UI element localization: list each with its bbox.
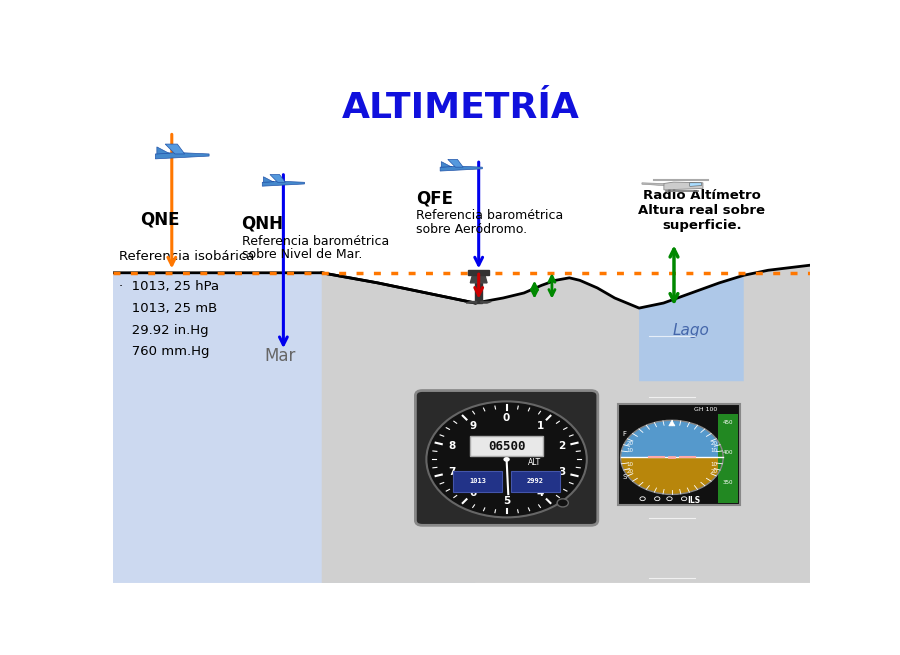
- Text: GH 100: GH 100: [695, 407, 717, 413]
- Polygon shape: [669, 421, 675, 426]
- Polygon shape: [166, 144, 184, 154]
- Circle shape: [503, 457, 509, 462]
- Text: Referencia isobárica: Referencia isobárica: [120, 250, 255, 263]
- Polygon shape: [156, 153, 209, 159]
- Text: 3: 3: [558, 467, 565, 477]
- Text: 8: 8: [448, 441, 455, 451]
- Polygon shape: [471, 275, 487, 283]
- Polygon shape: [157, 147, 170, 154]
- Polygon shape: [441, 162, 452, 167]
- Polygon shape: [664, 182, 703, 190]
- Text: 4: 4: [536, 488, 544, 498]
- Text: 2: 2: [558, 441, 565, 451]
- Text: Radio Altímetro: Radio Altímetro: [643, 189, 760, 202]
- Text: sobre Nivel de Mar.: sobre Nivel de Mar.: [241, 248, 362, 261]
- Text: 10: 10: [710, 462, 717, 467]
- Text: 760 mm.Hg: 760 mm.Hg: [120, 345, 210, 358]
- Polygon shape: [481, 301, 491, 303]
- Text: Mar: Mar: [265, 347, 295, 365]
- Text: 10: 10: [626, 448, 634, 453]
- Text: ILS: ILS: [688, 496, 700, 505]
- Text: 20: 20: [710, 469, 717, 474]
- Text: 06500: 06500: [488, 440, 526, 453]
- FancyBboxPatch shape: [454, 471, 502, 492]
- Text: ALTIMETRÍA: ALTIMETRÍA: [342, 91, 580, 125]
- Text: 20: 20: [626, 469, 634, 474]
- Text: Lago: Lago: [673, 324, 710, 338]
- Polygon shape: [642, 183, 664, 185]
- Text: Referencia barométrica: Referencia barométrica: [416, 210, 563, 222]
- FancyBboxPatch shape: [511, 471, 560, 492]
- Circle shape: [427, 402, 587, 517]
- Text: sobre Aeródromo.: sobre Aeródromo.: [416, 223, 527, 236]
- Text: 6: 6: [469, 488, 476, 498]
- Text: 20: 20: [626, 441, 634, 446]
- Polygon shape: [639, 275, 743, 381]
- Text: Referencia barométrica: Referencia barométrica: [241, 234, 389, 248]
- Polygon shape: [270, 174, 285, 182]
- Text: superficie.: superficie.: [662, 219, 742, 233]
- Text: 20: 20: [710, 441, 717, 446]
- Wedge shape: [621, 457, 724, 495]
- Polygon shape: [112, 272, 475, 583]
- Polygon shape: [448, 159, 464, 167]
- Polygon shape: [262, 181, 304, 186]
- Wedge shape: [621, 421, 724, 457]
- Polygon shape: [466, 301, 477, 303]
- Text: QNE: QNE: [140, 211, 180, 229]
- Text: 400: 400: [723, 450, 734, 455]
- Text: QNH: QNH: [241, 214, 284, 233]
- Text: 1: 1: [537, 421, 544, 430]
- Polygon shape: [468, 271, 490, 275]
- Text: 450: 450: [723, 420, 734, 424]
- Text: 0: 0: [503, 413, 510, 422]
- Polygon shape: [440, 166, 482, 171]
- Text: 10: 10: [710, 448, 717, 453]
- Text: 350: 350: [723, 480, 734, 485]
- Text: 2992: 2992: [527, 478, 544, 485]
- Text: Altura real sobre: Altura real sobre: [638, 204, 765, 217]
- Polygon shape: [475, 283, 482, 303]
- Text: 29.92 in.Hg: 29.92 in.Hg: [120, 324, 209, 337]
- Text: F: F: [622, 431, 626, 437]
- Text: S: S: [622, 474, 626, 479]
- Text: 1013: 1013: [469, 478, 486, 485]
- Bar: [718, 414, 738, 503]
- Text: ·  1013, 25 hPa: · 1013, 25 hPa: [120, 280, 220, 293]
- Circle shape: [557, 499, 569, 507]
- Bar: [471, 436, 543, 457]
- Text: 9: 9: [469, 421, 476, 430]
- Bar: [618, 404, 740, 505]
- Polygon shape: [689, 183, 701, 186]
- Text: ALT: ALT: [528, 458, 541, 467]
- Text: 7: 7: [448, 467, 455, 477]
- Text: 5: 5: [503, 496, 510, 506]
- Polygon shape: [264, 177, 274, 182]
- Polygon shape: [322, 265, 810, 583]
- Text: 10: 10: [626, 462, 634, 467]
- Text: 1013, 25 mB: 1013, 25 mB: [120, 302, 218, 315]
- Text: QFE: QFE: [416, 189, 453, 207]
- FancyBboxPatch shape: [416, 390, 598, 525]
